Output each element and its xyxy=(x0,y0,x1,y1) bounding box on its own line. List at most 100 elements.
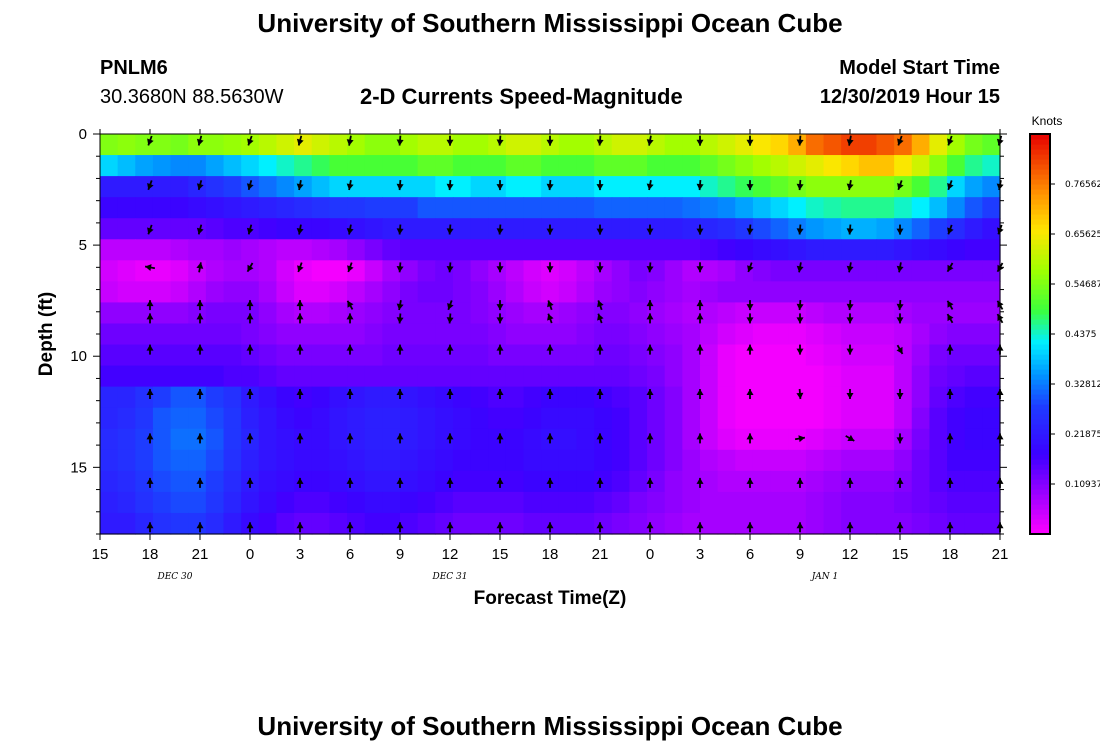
heatmap-cell xyxy=(594,344,613,367)
heatmap-cell xyxy=(241,302,260,325)
heatmap-cell xyxy=(929,428,948,451)
heatmap-cell xyxy=(382,302,401,325)
heatmap-cell xyxy=(470,491,489,514)
heatmap-cell xyxy=(117,512,136,535)
heatmap-cell xyxy=(611,512,631,535)
current-arrow xyxy=(296,313,304,324)
heatmap-cell xyxy=(752,449,772,472)
heatmap-cell xyxy=(982,365,1001,388)
heatmap-cell xyxy=(400,302,419,325)
heatmap-cell xyxy=(770,449,789,472)
colorbar-tick-label: 0.10937 xyxy=(1065,480,1100,490)
heatmap-cell xyxy=(594,470,613,493)
heatmap-cell xyxy=(629,407,648,430)
heatmap-cell xyxy=(717,239,736,261)
heatmap-cell xyxy=(205,155,225,177)
heatmap-cell xyxy=(770,260,789,282)
heatmap-cell xyxy=(629,302,648,325)
current-arrow xyxy=(446,433,454,444)
heatmap-cell xyxy=(823,134,842,156)
heatmap-cell xyxy=(929,407,948,430)
heatmap-cell xyxy=(294,260,313,282)
heatmap-cell xyxy=(364,512,383,535)
heatmap-cell xyxy=(170,176,189,198)
heatmap-cell xyxy=(664,449,683,472)
heatmap-cell xyxy=(964,323,983,346)
heatmap-cell xyxy=(488,449,507,472)
heatmap-cell xyxy=(947,239,966,261)
current-arrow xyxy=(396,135,404,146)
heatmap-cell xyxy=(205,491,225,514)
current-arrow xyxy=(796,313,804,324)
colorbar-swatch xyxy=(1030,284,1050,290)
heatmap-cell xyxy=(947,281,966,304)
heatmap-cell xyxy=(311,281,331,304)
colorbar-swatch xyxy=(1030,139,1050,145)
heatmap-cell xyxy=(841,449,860,472)
heatmap-cell xyxy=(752,302,772,325)
heatmap-cell xyxy=(982,155,1001,177)
current-arrow xyxy=(546,389,554,399)
colorbar-swatch xyxy=(1030,289,1050,295)
current-arrow xyxy=(546,344,554,355)
heatmap-cell xyxy=(188,491,207,514)
x-tick-label: 21 xyxy=(192,546,209,563)
heatmap-cell xyxy=(329,155,348,177)
current-arrow xyxy=(596,224,604,235)
heatmap-cell xyxy=(664,218,683,240)
heatmap-cell xyxy=(858,239,878,261)
heatmap-cell xyxy=(594,176,613,198)
chart-subtitle: 2-D Currents Speed-Magnitude xyxy=(360,84,683,109)
heatmap-cell xyxy=(241,344,260,367)
current-arrow xyxy=(446,224,454,235)
colorbar-swatch xyxy=(1030,324,1050,330)
heatmap-cell xyxy=(823,491,842,514)
heatmap-cell xyxy=(488,365,507,388)
heatmap-cell xyxy=(594,155,613,177)
current-arrow xyxy=(346,389,354,399)
colorbar-swatch xyxy=(1030,169,1050,175)
heatmap-cell xyxy=(682,239,701,261)
heatmap-cell xyxy=(541,365,560,388)
current-arrow xyxy=(896,389,904,399)
heatmap-cell xyxy=(311,407,331,430)
heatmap-cell xyxy=(682,197,701,219)
heatmap-cell xyxy=(929,134,948,156)
heatmap-cell xyxy=(735,281,754,304)
current-arrow xyxy=(546,262,554,273)
current-arrow xyxy=(247,135,254,146)
heatmap-cell xyxy=(823,260,842,282)
heatmap-cell xyxy=(611,470,631,493)
heatmap-cell xyxy=(329,386,348,409)
heatmap-cell xyxy=(364,323,383,346)
heatmap-cell xyxy=(505,218,525,240)
heatmap-cell xyxy=(258,491,278,514)
heatmap-cell xyxy=(382,449,401,472)
heatmap-cell xyxy=(382,386,401,409)
heatmap-cell xyxy=(964,365,983,388)
colorbar: 0.10937 0.21875 0.32812 0.4375 0.54687 0.6562… xyxy=(1029,133,1100,535)
heatmap-cell xyxy=(964,218,983,240)
heatmap-cell xyxy=(611,155,631,177)
heatmap-cell xyxy=(223,470,242,493)
heatmap-cell xyxy=(647,512,666,535)
current-arrow xyxy=(597,313,604,324)
heatmap-cell xyxy=(611,428,631,451)
heatmap-cell xyxy=(470,302,489,325)
heatmap-cell xyxy=(223,512,242,535)
heatmap-cell xyxy=(947,155,966,177)
heatmap-cell xyxy=(152,407,172,430)
current-arrow xyxy=(496,389,504,399)
heatmap-cell xyxy=(700,176,719,198)
heatmap-cell xyxy=(452,197,472,219)
heatmap-cell xyxy=(435,512,454,535)
colorbar-swatch xyxy=(1030,409,1050,415)
heatmap-cell xyxy=(329,470,348,493)
heatmap-cell xyxy=(947,512,966,535)
heatmap-cell xyxy=(100,512,119,535)
heatmap-cell xyxy=(505,470,525,493)
heatmap-cell xyxy=(488,386,507,409)
heatmap-cell xyxy=(770,428,789,451)
heatmap-cell xyxy=(258,176,278,198)
heatmap-cell xyxy=(823,428,842,451)
